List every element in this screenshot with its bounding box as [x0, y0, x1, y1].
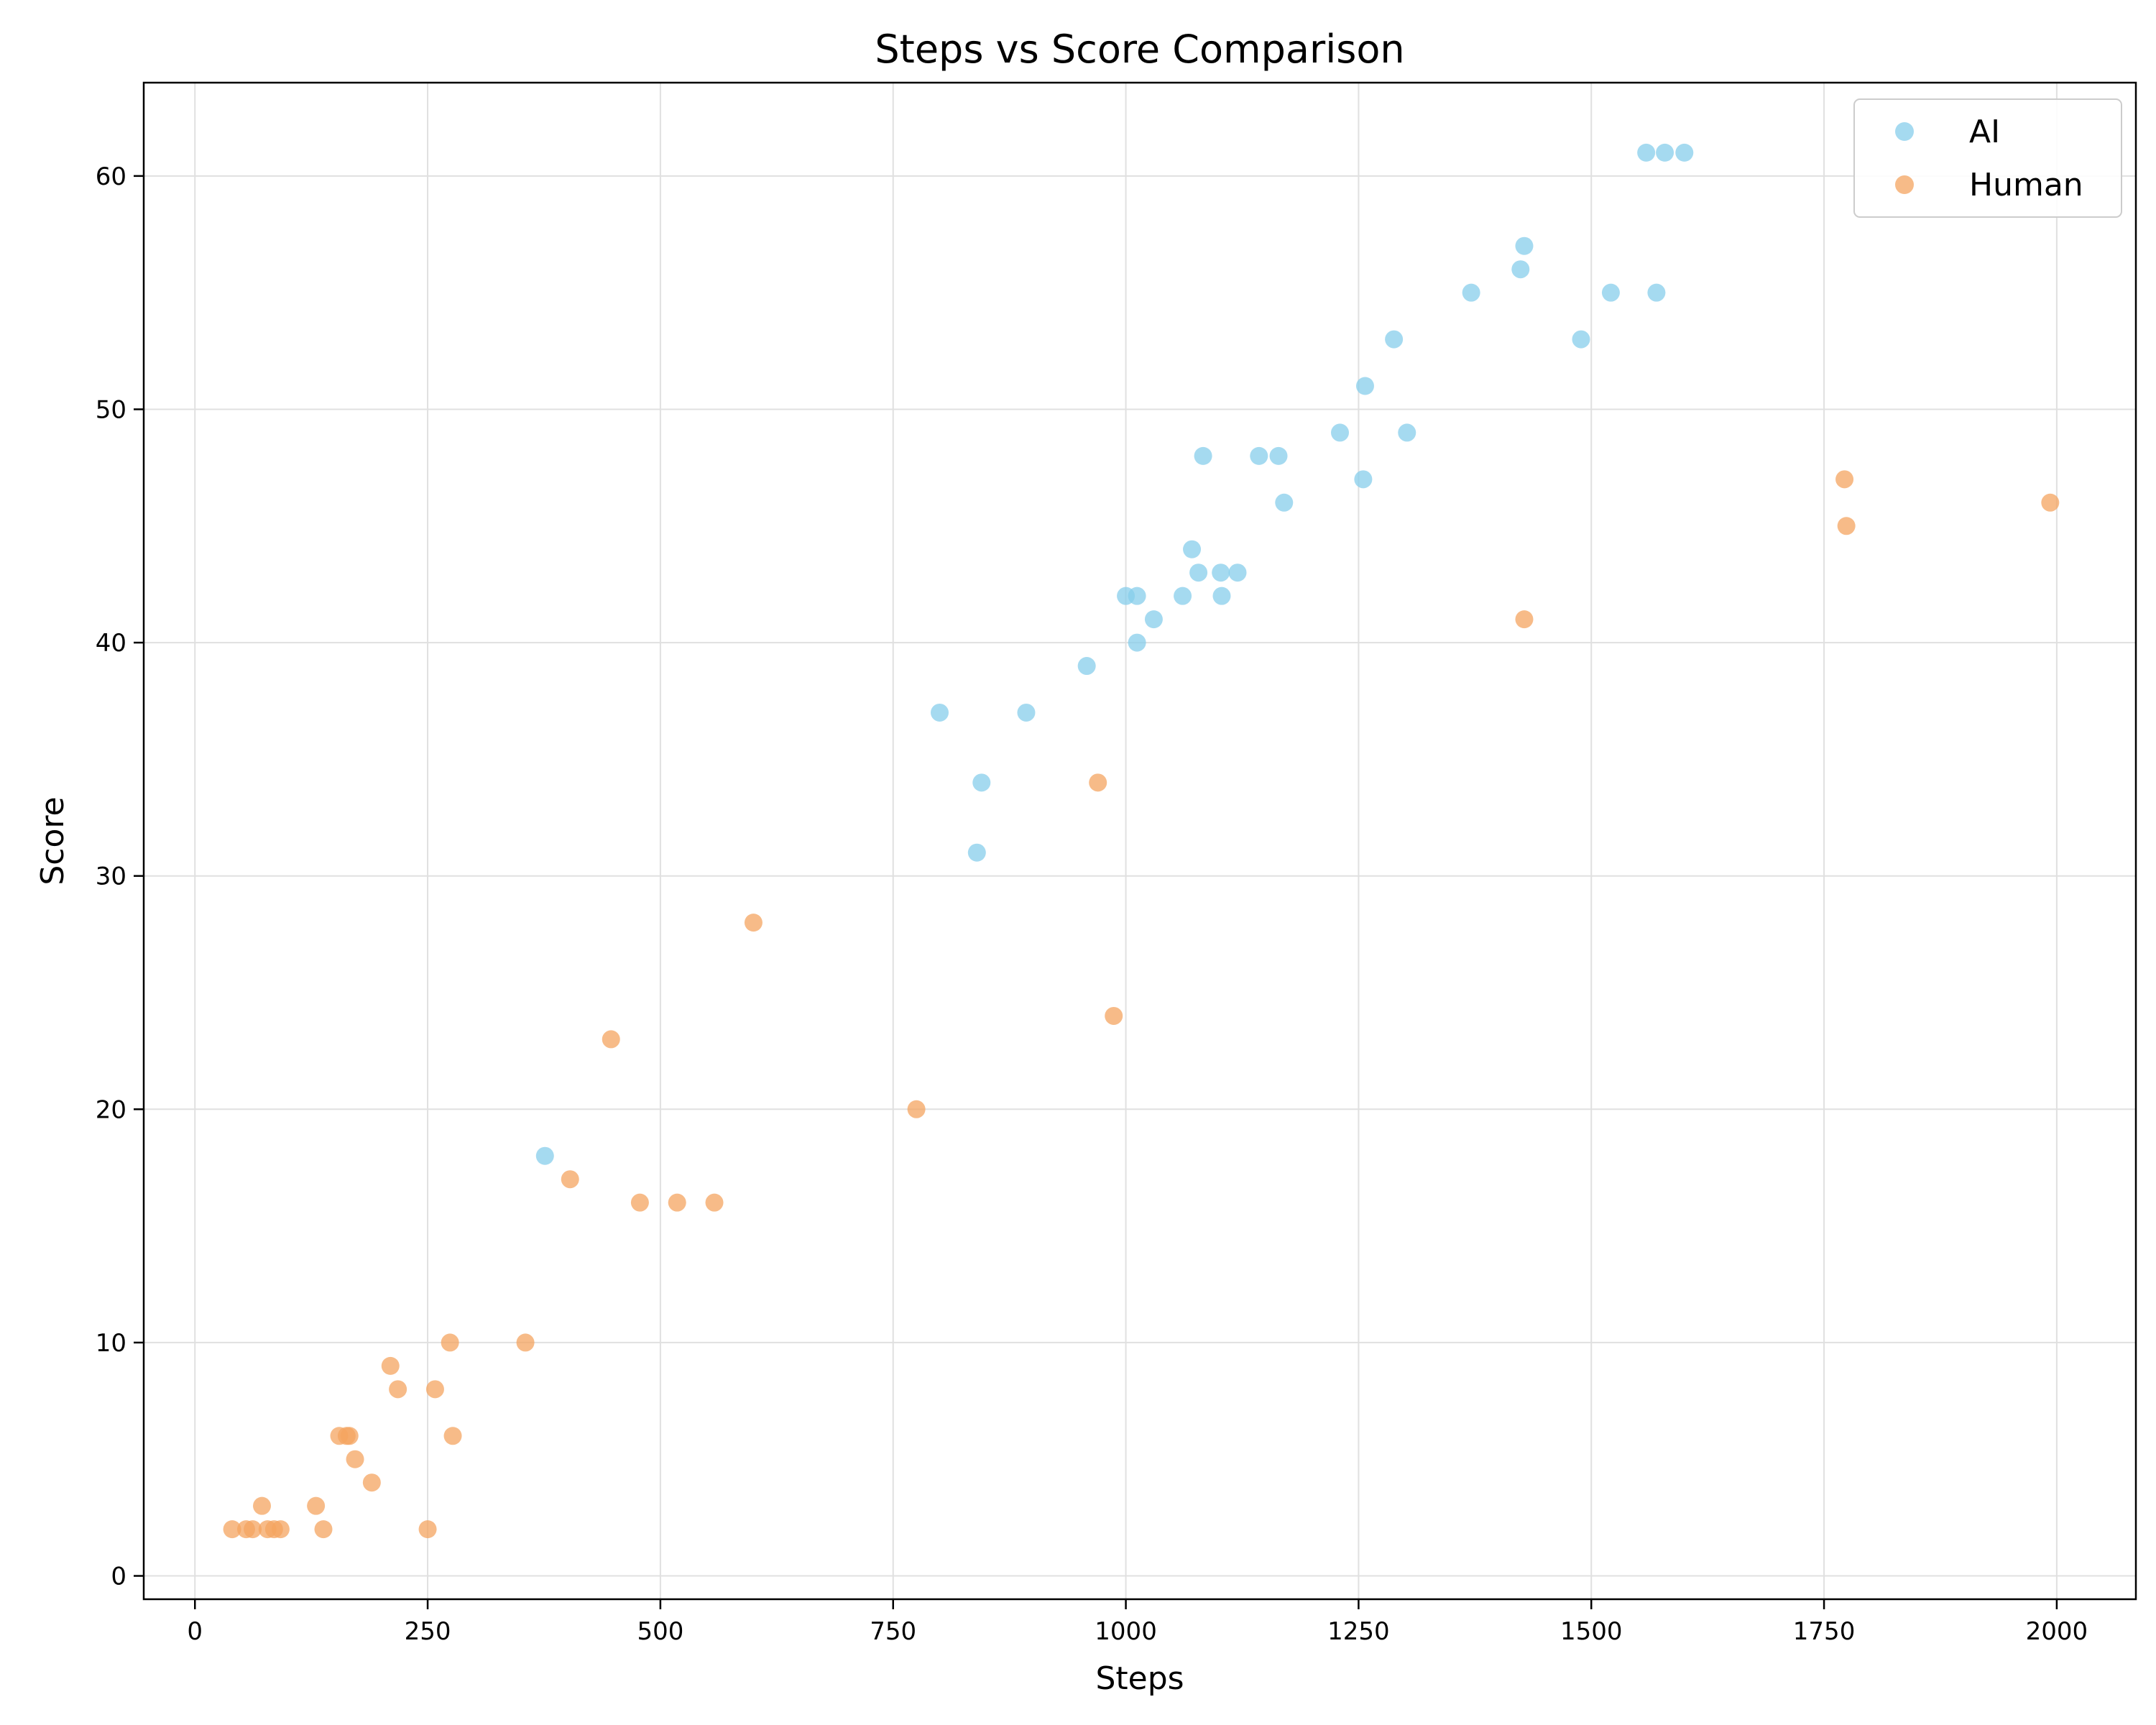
human-data-point	[418, 1520, 437, 1539]
ai-data-point	[1355, 377, 1374, 395]
y-tick-label: 40	[96, 629, 126, 658]
human-data-point	[630, 1193, 649, 1212]
x-tick-label: 1750	[1793, 1617, 1856, 1646]
ai-data-point	[1228, 564, 1247, 582]
ai-data-point	[1675, 143, 1694, 162]
y-tick-label: 50	[96, 395, 126, 424]
legend-marker-ai	[1895, 122, 1914, 141]
ai-data-point	[967, 843, 986, 862]
ai-data-point	[1462, 283, 1480, 302]
ai-data-point	[1189, 564, 1208, 582]
ai-data-point	[1128, 586, 1146, 605]
ai-data-point	[1656, 143, 1674, 162]
human-data-point	[271, 1520, 290, 1539]
ai-data-point	[1174, 586, 1192, 605]
ai-data-point	[1077, 657, 1096, 676]
legend-marker-human	[1895, 175, 1914, 194]
human-data-point	[705, 1193, 724, 1212]
human-data-point	[1515, 610, 1534, 629]
y-tick-label: 30	[96, 862, 126, 891]
ai-data-point	[1647, 283, 1666, 302]
axis-ticks: 0 250 500 750 1000 1250 1500 1750 2000 0 10 20 30 40 5…	[96, 162, 2088, 1646]
human-data-point	[307, 1496, 326, 1515]
human-data-point	[340, 1427, 359, 1445]
x-tick-label: 1250	[1327, 1617, 1390, 1646]
y-tick-label: 60	[96, 162, 126, 191]
human-data-point	[1089, 773, 1107, 792]
human-data-point	[425, 1380, 444, 1399]
legend-label-human: Human	[1969, 167, 2083, 203]
human-data-point	[668, 1193, 686, 1212]
ai-data-point	[1194, 446, 1212, 465]
ai-data-point	[1212, 564, 1230, 582]
legend: AI Human	[1853, 98, 2122, 218]
x-tick-label: 1500	[1560, 1617, 1623, 1646]
ai-data-point	[931, 703, 949, 722]
x-axis-title: Steps	[1095, 1660, 1184, 1697]
ai-data-point	[972, 773, 991, 792]
human-data-point	[346, 1450, 364, 1468]
human-data-point	[389, 1380, 407, 1399]
x-tick-label: 2000	[2026, 1617, 2088, 1646]
human-data-point	[2041, 493, 2060, 512]
human-data-point	[381, 1356, 400, 1375]
ai-data-point	[1515, 236, 1534, 255]
ai-data-point	[1572, 330, 1590, 349]
human-data-point	[561, 1170, 579, 1189]
ai-data-point	[1601, 283, 1620, 302]
x-tick-label: 0	[187, 1617, 203, 1646]
human-data-point	[244, 1520, 262, 1539]
legend-label-ai: AI	[1969, 114, 2000, 150]
human-data-point	[602, 1030, 620, 1049]
ai-data-point	[1511, 260, 1530, 279]
ai-data-point	[1250, 446, 1268, 465]
human-data-point	[441, 1333, 459, 1352]
ai-data-point	[1637, 143, 1656, 162]
ai-data-point	[1385, 330, 1404, 349]
x-tick-label: 500	[637, 1617, 683, 1646]
ai-data-point	[1212, 586, 1231, 605]
human-data-point	[516, 1333, 535, 1352]
data-points	[223, 143, 2060, 1539]
ai-data-point	[1144, 610, 1163, 629]
y-tick-label: 20	[96, 1095, 126, 1124]
y-axis-title: Score	[34, 796, 71, 885]
x-tick-label: 750	[870, 1617, 916, 1646]
legend-box	[1853, 98, 2122, 218]
x-tick-label: 1000	[1095, 1617, 1157, 1646]
y-tick-label: 0	[111, 1563, 126, 1591]
x-tick-label: 250	[405, 1617, 451, 1646]
human-data-point	[1837, 517, 1856, 535]
human-data-point	[223, 1520, 241, 1539]
ai-data-point	[1017, 703, 1036, 722]
ai-data-point	[1275, 493, 1294, 512]
chart-title: Steps vs Score Comparison	[875, 27, 1404, 72]
human-data-point	[744, 914, 763, 932]
human-data-point	[1835, 470, 1854, 489]
y-tick-label: 10	[96, 1329, 126, 1358]
ai-data-point	[1183, 540, 1202, 558]
human-data-point	[314, 1520, 333, 1539]
human-data-point	[253, 1496, 272, 1515]
ai-data-point	[1354, 470, 1373, 489]
ai-data-point	[1398, 423, 1416, 442]
human-data-point	[443, 1427, 462, 1445]
human-data-point	[907, 1100, 926, 1118]
ai-data-point	[1269, 446, 1288, 465]
ai-data-point	[1330, 423, 1349, 442]
human-data-point	[362, 1473, 381, 1492]
ai-data-point	[1128, 633, 1146, 652]
human-data-point	[1105, 1006, 1123, 1025]
ai-data-point	[535, 1146, 554, 1165]
plot-frame	[142, 81, 2137, 1601]
